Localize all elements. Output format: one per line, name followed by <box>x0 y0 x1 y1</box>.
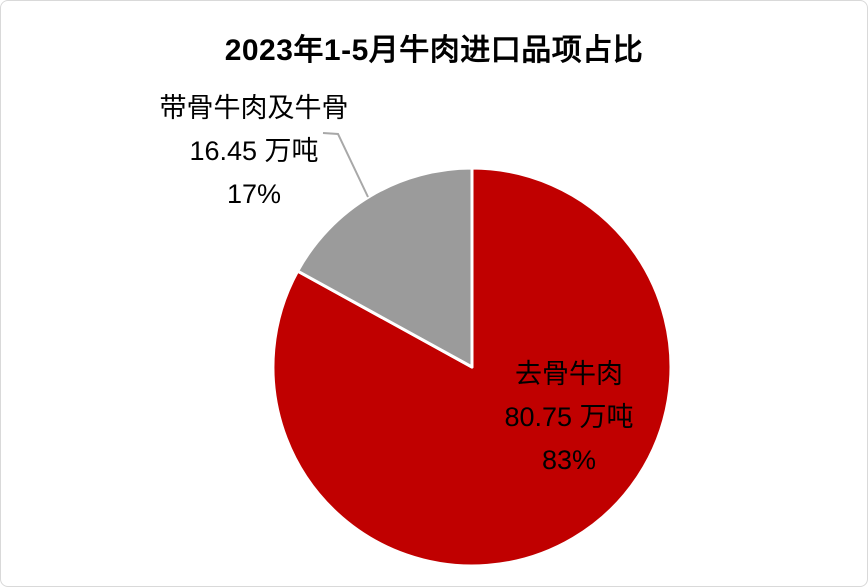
label-boneless-beef: 去骨牛肉 80.75 万吨 83% <box>457 353 681 482</box>
pie-slice-bone-in-beef <box>296 166 474 369</box>
slice-amount: 80.75 万吨 <box>504 402 634 432</box>
pie-slice-boneless-beef <box>271 166 673 568</box>
chart-title: 2023年1-5月牛肉进口品项占比 <box>224 34 644 67</box>
label-leader-line <box>322 132 369 198</box>
label-bone-in-beef: 带骨牛肉及牛骨 16.45 万吨 17% <box>143 87 365 216</box>
slice-name: 带骨牛肉及牛骨 <box>159 93 349 123</box>
slice-name: 去骨牛肉 <box>515 359 623 389</box>
slice-percent: 17% <box>226 179 282 209</box>
slice-amount: 16.45 万吨 <box>189 136 319 166</box>
slice-percent: 83% <box>541 445 597 475</box>
